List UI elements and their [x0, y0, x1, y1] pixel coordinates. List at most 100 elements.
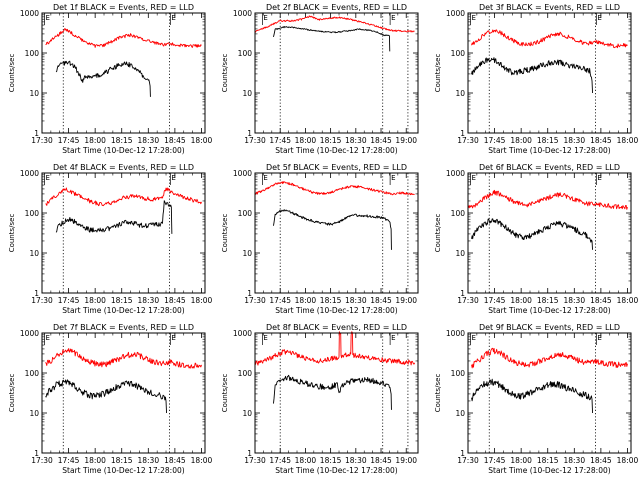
- series-events-line: [472, 379, 593, 413]
- flag-label: E: [391, 334, 395, 342]
- plot-frame: [255, 173, 418, 293]
- x-tick-label: 18:30: [345, 456, 367, 465]
- x-tick-label: 18:30: [563, 136, 585, 145]
- x-tick-label: 17:45: [484, 136, 506, 145]
- y-tick-label: 10: [29, 249, 39, 258]
- x-tick-label: 19:00: [395, 136, 417, 145]
- x-tick-label: 17:45: [269, 136, 291, 145]
- x-axis-label: Start Time (10-Dec-12 17:28:00): [62, 466, 184, 475]
- x-tick-label: 18:15: [111, 136, 133, 145]
- y-tick-label: 100: [25, 209, 40, 218]
- panel-6: Det 6f BLACK = Events, RED = LLDCounts/s…: [434, 163, 638, 315]
- y-tick-label: 100: [451, 369, 466, 378]
- x-tick-label: 19:00: [395, 296, 417, 305]
- panel-1: Det 1f BLACK = Events, RED = LLD Counts/s…: [8, 3, 212, 155]
- x-tick-label: 18:00: [617, 296, 639, 305]
- x-tick-label: 18:00: [617, 456, 639, 465]
- y-axis-label: Counts/sec: [8, 374, 16, 413]
- y-tick-label: 100: [238, 209, 253, 218]
- x-tick-label: 18:00: [295, 136, 317, 145]
- x-tick-label: 18:30: [563, 456, 585, 465]
- x-tick-label: 18:00: [510, 456, 532, 465]
- x-tick-label: 17:30: [31, 296, 53, 305]
- x-axis-label: Start Time (10-Dec-12 17:28:00): [62, 306, 184, 315]
- flag-label: E: [391, 174, 395, 182]
- chart-title: Det 1f BLACK = Events, RED = LLD: [53, 3, 194, 12]
- x-tick-label: 18:00: [617, 136, 639, 145]
- y-axis-label: Counts/sec: [434, 54, 442, 93]
- flag-label: E: [263, 174, 267, 182]
- y-tick-label: 100: [238, 49, 253, 58]
- x-axis-label: Start Time (10-Dec-12 17:28:00): [275, 306, 397, 315]
- x-tick-label: 17:45: [58, 456, 80, 465]
- chart-title: Det 5f BLACK = Events, RED = LLD: [266, 163, 407, 172]
- flag-label: E: [46, 174, 50, 182]
- series-events-line: [273, 210, 391, 250]
- x-tick-label: 17:30: [457, 136, 479, 145]
- y-tick-label: 1000: [446, 329, 465, 338]
- x-tick-label: 17:45: [269, 456, 291, 465]
- series-events-line: [56, 61, 150, 97]
- panel-9: Det 9f BLACK = Events, RED = LLD Counts/s…: [434, 323, 638, 475]
- flag-label: E: [263, 14, 267, 22]
- series-lld-line: [46, 28, 202, 47]
- chart-title: Det 9f BLACK = Events, RED = LLD: [479, 323, 620, 332]
- x-tick-label: 18:15: [111, 296, 133, 305]
- x-tick-label: 17:45: [58, 136, 80, 145]
- y-axis-label: Counts/sec: [434, 374, 442, 413]
- plot-frame: [255, 333, 418, 453]
- flag-label: E: [171, 174, 175, 182]
- x-tick-label: 17:30: [31, 456, 53, 465]
- chart-title: Det 8f BLACK = Events, RED = LLD: [266, 323, 407, 332]
- x-tick-label: 17:45: [269, 296, 291, 305]
- series-events-line: [46, 380, 167, 413]
- y-tick-label: 10: [455, 409, 465, 418]
- x-axis-label: Start Time (10-Dec-12 17:28:00): [275, 466, 397, 475]
- y-tick-label: 1000: [20, 9, 39, 18]
- x-tick-label: 18:00: [191, 136, 213, 145]
- x-tick-label: 18:45: [164, 136, 186, 145]
- x-axis-label: Start Time (10-Dec-12 17:28:00): [275, 146, 397, 155]
- x-tick-label: 18:15: [537, 136, 559, 145]
- detector-chart-grid: Det 1f BLACK = Events, RED = LLD Counts/s…: [0, 0, 640, 480]
- y-tick-label: 1000: [20, 169, 39, 178]
- flag-label: E: [263, 334, 267, 342]
- y-tick-label: 10: [29, 409, 39, 418]
- series-lld-line: [472, 30, 628, 48]
- x-tick-label: 17:30: [457, 456, 479, 465]
- flag-label: E: [472, 14, 476, 22]
- flag-label: E: [171, 14, 175, 22]
- series-events-line: [273, 27, 389, 52]
- chart-title: Det 7f BLACK = Events, RED = LLD: [53, 323, 194, 332]
- x-tick-label: 18:00: [191, 296, 213, 305]
- flag-label: E: [171, 334, 175, 342]
- flag-label: E: [472, 334, 476, 342]
- y-tick-label: 100: [238, 369, 253, 378]
- y-tick-label: 10: [29, 89, 39, 98]
- x-tick-label: 19:00: [395, 456, 417, 465]
- x-axis-label: Start Time (10-Dec-12 17:28:00): [488, 146, 610, 155]
- series-events-line: [472, 219, 593, 250]
- x-tick-label: 18:15: [320, 136, 342, 145]
- flag-label: E: [46, 14, 50, 22]
- y-tick-label: 10: [242, 409, 252, 418]
- y-tick-label: 1000: [233, 329, 252, 338]
- x-tick-label: 18:15: [111, 456, 133, 465]
- x-tick-label: 17:30: [457, 296, 479, 305]
- plot-frame: [468, 173, 631, 293]
- x-tick-label: 18:45: [370, 456, 392, 465]
- y-tick-label: 100: [25, 369, 40, 378]
- x-tick-label: 18:30: [137, 136, 159, 145]
- x-tick-label: 17:30: [244, 296, 266, 305]
- x-tick-label: 17:30: [244, 456, 266, 465]
- x-tick-label: 18:30: [137, 296, 159, 305]
- x-tick-label: 18:30: [137, 456, 159, 465]
- x-tick-label: 18:45: [370, 296, 392, 305]
- y-axis-label: Counts/sec: [221, 54, 229, 93]
- flag-label: E: [597, 14, 601, 22]
- series-lld-line: [46, 188, 202, 206]
- x-tick-label: 18:00: [191, 456, 213, 465]
- flag-label: E: [391, 14, 395, 22]
- series-events-line: [56, 201, 172, 234]
- x-tick-label: 18:15: [537, 456, 559, 465]
